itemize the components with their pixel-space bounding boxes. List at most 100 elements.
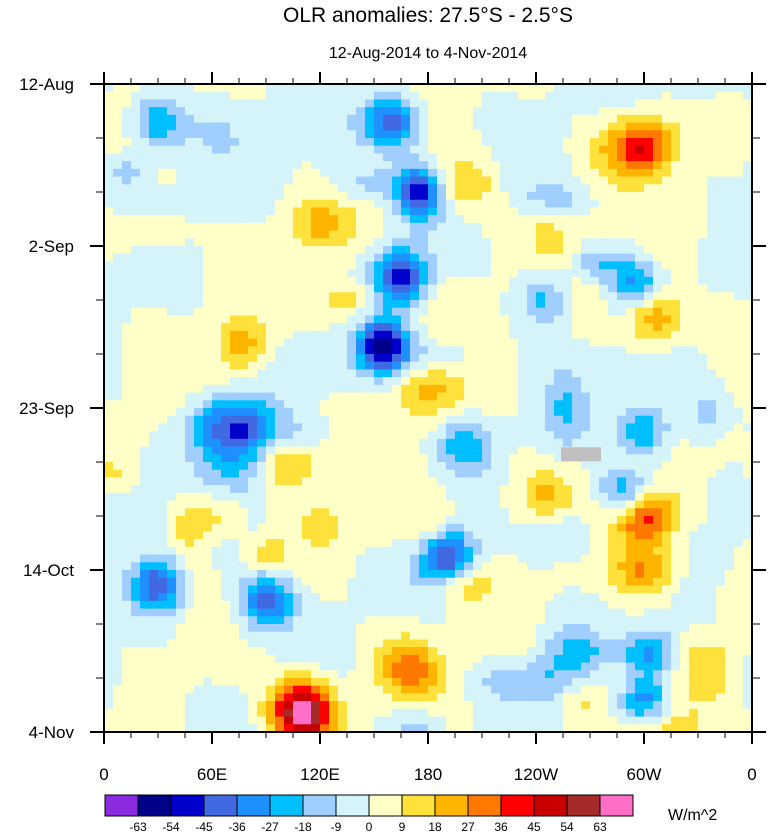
heatmap-cell [428,539,438,548]
heatmap-cell [698,361,708,371]
heatmap-cell [473,369,483,378]
heatmap-cell [428,114,438,124]
heatmap-cell [266,161,276,170]
heatmap-cell [275,192,285,201]
heatmap-cell [527,145,537,155]
heatmap-cell [599,423,609,432]
heatmap-cell [554,593,564,602]
heatmap-cell [608,593,618,602]
heatmap-cell [473,207,483,216]
heatmap-cell [302,246,312,255]
heatmap-cell [545,361,555,371]
heatmap-cell [455,384,465,394]
heatmap-cell [734,284,744,293]
heatmap-cell [653,114,663,124]
heatmap-cell [347,500,357,509]
heatmap-cell [374,114,384,124]
heatmap-cell [113,338,123,347]
heatmap-cell [374,222,384,232]
heatmap-cell [509,215,519,224]
heatmap-cell [689,454,699,463]
heatmap-cell [221,593,231,602]
heatmap-cell [158,230,168,239]
heatmap-cell [707,122,717,131]
heatmap-cell [356,377,366,386]
heatmap-cell [320,585,330,594]
heatmap-cell [698,330,708,340]
heatmap-cell [122,361,132,371]
heatmap-cell [725,346,735,355]
heatmap-cell [284,400,294,409]
heatmap-cell [113,130,123,139]
heatmap-cell [140,292,150,301]
heatmap-cell [518,246,528,255]
heatmap-cell [248,616,258,625]
heatmap-cell [671,276,681,286]
heatmap-cell [743,138,753,147]
heatmap-cell [356,539,366,548]
heatmap-cell [257,207,267,216]
heatmap-cell [545,269,555,278]
heatmap-cell [689,384,699,394]
heatmap-cell [599,354,609,363]
heatmap-cell [410,570,420,579]
heatmap-cell [347,477,357,486]
heatmap-cell [140,469,150,479]
heatmap-cell [158,338,168,347]
heatmap-cell [644,539,654,548]
heatmap-cell [734,246,744,255]
heatmap-cell [518,307,528,317]
heatmap-cell [536,562,546,571]
heatmap-cell [446,176,456,185]
heatmap-cell [671,292,681,301]
heatmap-cell [599,392,609,401]
heatmap-cell [491,138,501,147]
heatmap-cell [104,608,114,617]
heatmap-cell [518,199,528,209]
heatmap-cell [707,539,717,548]
heatmap-cell [590,130,600,139]
heatmap-cell [725,477,735,486]
heatmap-cell [491,99,501,108]
heatmap-cell [455,246,465,255]
heatmap-cell [545,184,555,193]
heatmap-cell [401,377,411,386]
heatmap-cell [122,130,132,139]
heatmap-cell [527,222,537,232]
heatmap-cell [302,477,312,486]
heatmap-cell [239,338,249,347]
heatmap-cell [617,392,627,401]
heatmap-cell [419,107,429,116]
heatmap-cell [491,161,501,170]
heatmap-cell [608,400,618,409]
heatmap-cell [302,562,312,571]
heatmap-cell [698,292,708,301]
heatmap-cell [698,107,708,116]
heatmap-cell [563,577,573,587]
heatmap-cell [527,554,537,563]
heatmap-cell [581,570,591,579]
heatmap-cell [599,269,609,278]
heatmap-cell [680,323,690,332]
heatmap-cell [581,161,591,170]
heatmap-cell [716,438,726,448]
heatmap-cell [743,168,753,178]
heatmap-cell [311,585,321,594]
heatmap-cell [239,161,249,170]
heatmap-cell [311,261,321,270]
heatmap-cell [464,168,474,178]
heatmap-cell [536,354,546,363]
heatmap-cell [563,546,573,556]
heatmap-cell [212,508,222,517]
heatmap-cell [257,184,267,193]
heatmap-cell [365,307,375,317]
heatmap-cell [644,114,654,124]
heatmap-cell [266,400,276,409]
heatmap-cell [356,438,366,448]
heatmap-cell [455,408,465,417]
heatmap-cell [590,253,600,263]
heatmap-cell [590,423,600,432]
heatmap-cell [167,145,177,155]
heatmap-cell [428,446,438,455]
heatmap-cell [428,523,438,533]
